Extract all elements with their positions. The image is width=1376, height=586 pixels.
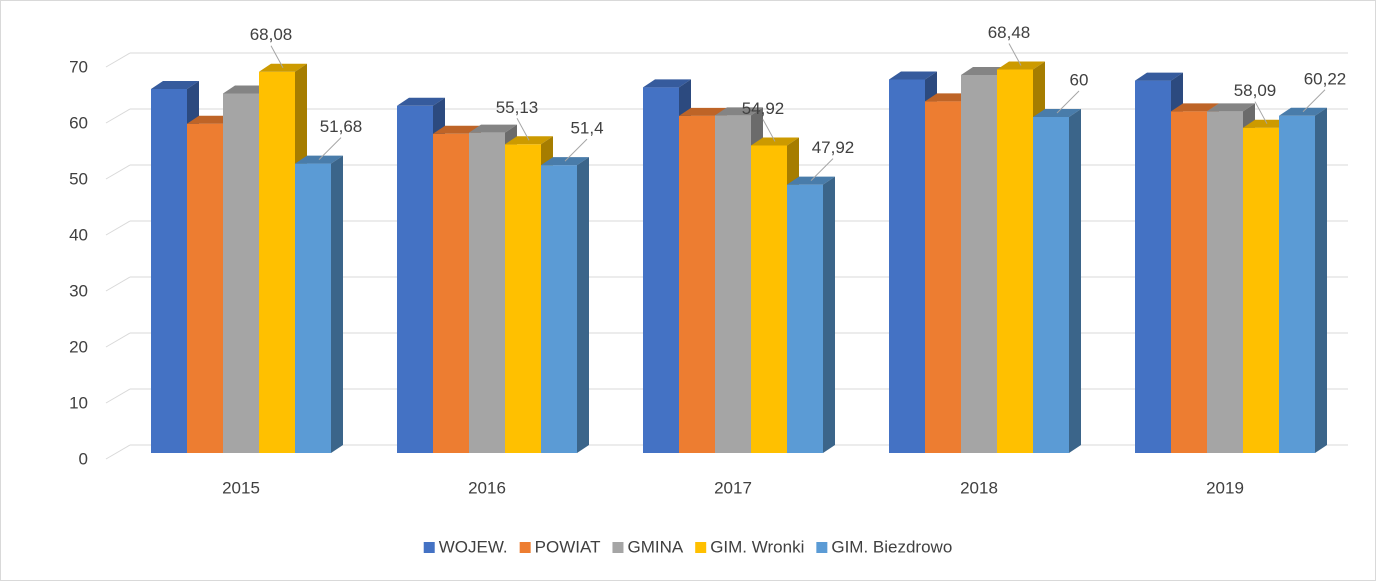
bar — [1033, 117, 1069, 453]
bar — [1207, 111, 1243, 454]
x-tick-label: 2018 — [960, 478, 998, 497]
data-label: 47,92 — [812, 138, 855, 157]
bar — [541, 165, 577, 453]
data-label: 60 — [1070, 70, 1089, 89]
bar — [961, 75, 997, 453]
x-tick-label: 2015 — [222, 478, 260, 497]
grid-side — [105, 332, 131, 348]
leader-line — [1254, 101, 1268, 124]
data-label: 68,48 — [988, 23, 1031, 42]
legend-label: GIM. Biezdrowo — [831, 537, 952, 556]
bar — [715, 115, 751, 453]
legend-label: GIM. Wronki — [710, 537, 804, 556]
bar-top — [1207, 103, 1255, 112]
grid-side — [105, 444, 131, 460]
leader-line — [318, 137, 342, 160]
y-tick-label: 0 — [79, 449, 88, 468]
grid-side — [105, 220, 131, 236]
leader-line — [564, 138, 588, 162]
bar-top — [151, 81, 199, 89]
legend-swatch — [423, 542, 435, 553]
bar — [1279, 115, 1315, 453]
legend-swatch — [612, 542, 624, 553]
bar-top — [469, 124, 517, 133]
bar-top — [1135, 72, 1183, 81]
bar — [1243, 127, 1279, 454]
legend-swatch — [519, 542, 531, 553]
x-tick-label: 2017 — [714, 478, 752, 497]
grid-side — [105, 108, 131, 124]
leader-line — [1056, 90, 1080, 114]
bar — [1135, 80, 1171, 453]
bar-side — [1069, 109, 1081, 453]
leader-line — [270, 45, 284, 68]
bar-top — [1171, 103, 1219, 112]
bar — [1171, 111, 1207, 454]
x-tick-label: 2019 — [1206, 478, 1244, 497]
grid-side — [105, 276, 131, 292]
bar-top — [889, 71, 937, 80]
grid-side — [105, 388, 131, 404]
bar — [889, 79, 925, 453]
bar-top — [433, 125, 481, 134]
y-tick-label: 20 — [69, 337, 88, 356]
legend-swatch — [695, 542, 707, 553]
bar-side — [331, 155, 343, 454]
y-tick-label: 50 — [69, 169, 88, 188]
legend-swatch — [816, 542, 828, 553]
bar — [295, 163, 331, 454]
y-tick-label: 70 — [69, 57, 88, 76]
bar — [997, 69, 1033, 454]
bar — [751, 145, 787, 453]
bar — [679, 115, 715, 453]
leader-line — [810, 158, 834, 182]
grid-side — [105, 52, 131, 68]
bar — [187, 123, 223, 453]
bar — [643, 87, 679, 453]
bar — [469, 132, 505, 453]
bar-side — [577, 157, 589, 453]
legend-label: WOJEW. — [439, 537, 508, 556]
data-label: 55,13 — [496, 98, 539, 117]
data-label: 51,68 — [320, 117, 363, 136]
bar — [505, 144, 541, 453]
bar-top — [397, 97, 445, 106]
bar-side — [823, 176, 835, 453]
bar — [433, 133, 469, 454]
leader-line — [1008, 43, 1022, 66]
y-tick-label: 60 — [69, 113, 88, 132]
bar — [397, 105, 433, 454]
data-label: 58,09 — [1234, 81, 1277, 100]
bar-top — [715, 107, 763, 116]
grid-side — [105, 164, 131, 180]
bar-top — [643, 79, 691, 88]
bar — [787, 184, 823, 453]
y-tick-label: 10 — [69, 393, 88, 412]
leader-line — [1302, 89, 1326, 113]
leader-line — [516, 118, 530, 141]
bar — [151, 89, 187, 453]
data-label: 54,92 — [742, 99, 785, 118]
legend-label: GMINA — [627, 537, 683, 556]
bar — [223, 93, 259, 453]
bar-side — [1315, 107, 1327, 453]
legend-label: POWIAT — [535, 537, 601, 556]
bar-top — [679, 107, 727, 116]
bar — [925, 101, 961, 453]
data-label: 68,08 — [250, 25, 293, 44]
x-tick-label: 2016 — [468, 478, 506, 497]
y-tick-label: 40 — [69, 225, 88, 244]
leader-line — [762, 119, 776, 142]
y-tick-label: 30 — [69, 281, 88, 300]
data-label: 60,22 — [1304, 69, 1347, 88]
bar — [259, 71, 295, 453]
data-label: 51,4 — [570, 119, 603, 138]
